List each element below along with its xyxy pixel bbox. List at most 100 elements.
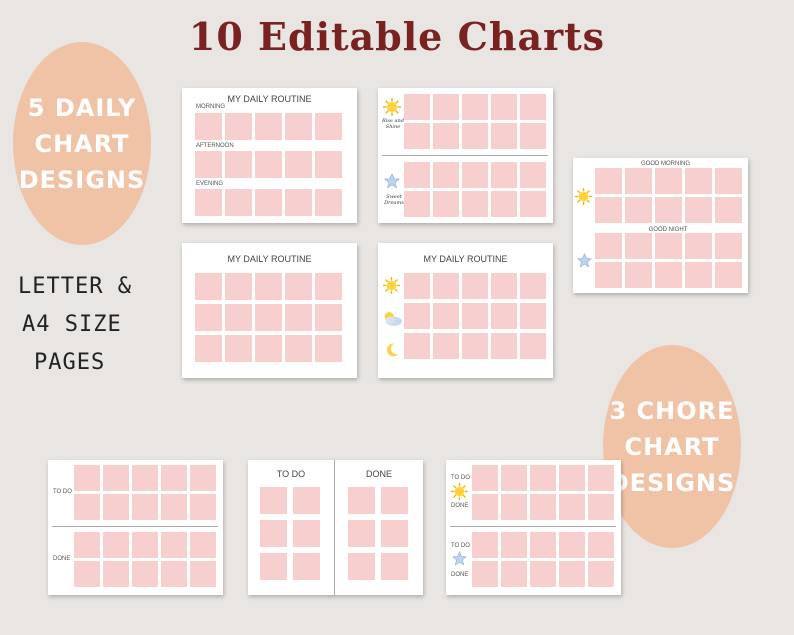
grid-cell (195, 273, 222, 300)
grid-cell (520, 94, 546, 120)
grid-cell (685, 233, 712, 259)
grid-cell (285, 151, 312, 178)
badge-line: 5 DAILY (19, 90, 146, 126)
grid-cell (74, 561, 100, 587)
grid-cell (433, 162, 459, 188)
sun-icon (451, 483, 468, 500)
grid-cell (501, 465, 527, 491)
grid-cell (260, 553, 287, 580)
chart-preview-4: MY DAILY ROUTINE (378, 243, 553, 378)
chart-label: Rise and Shine (382, 118, 404, 130)
grid-cell (190, 494, 216, 520)
grid-cell (195, 113, 222, 140)
grid-cell (520, 333, 546, 359)
grid-cell (625, 197, 652, 223)
grid-cell (103, 561, 129, 587)
badge-line: DESIGNS (19, 162, 146, 198)
row-label: EVENING (196, 181, 223, 187)
divider (450, 526, 616, 527)
grid-cell (655, 168, 682, 194)
grid-cell (530, 494, 556, 520)
grid-cell (433, 94, 459, 120)
grid-cell (491, 94, 517, 120)
grid-cell (225, 151, 252, 178)
chart-title: MY DAILY ROUTINE (378, 254, 553, 264)
grid-cell (74, 494, 100, 520)
grid-cell (491, 333, 517, 359)
grid-cell (491, 303, 517, 329)
grid-cell (655, 197, 682, 223)
grid-cell (462, 273, 488, 299)
grid-cell (315, 335, 342, 362)
grid-cell (685, 168, 712, 194)
grid-cell (595, 262, 622, 288)
grid-cell (74, 532, 100, 558)
grid-cell (161, 494, 187, 520)
grid-cell (132, 465, 158, 491)
badge-line: 3 CHORE (609, 393, 736, 429)
row-label: DONE (53, 556, 70, 562)
row-label: DONE (451, 503, 468, 509)
grid-cell (588, 532, 614, 558)
grid-cell (625, 262, 652, 288)
grid-cell (530, 532, 556, 558)
grid-cell (285, 113, 312, 140)
badge-line: DESIGNS (609, 465, 736, 501)
row-label: AFTERNOON (196, 143, 234, 149)
grid-cell (530, 561, 556, 587)
grid-cell (520, 273, 546, 299)
grid-cell (462, 94, 488, 120)
grid-cell (462, 123, 488, 149)
sun-icon (383, 277, 400, 294)
grid-cell (491, 162, 517, 188)
grid-cell (190, 465, 216, 491)
grid-cell (595, 197, 622, 223)
grid-cell (190, 561, 216, 587)
grid-cell (685, 262, 712, 288)
divider (334, 460, 335, 595)
size-line: LETTER & (18, 268, 132, 306)
chart-title: MY DAILY ROUTINE (182, 254, 357, 264)
grid-cell (559, 561, 585, 587)
grid-cell (255, 335, 282, 362)
grid-cell (225, 304, 252, 331)
sun-icon (575, 188, 592, 205)
grid-cell (293, 553, 320, 580)
grid-cell (260, 487, 287, 514)
chart-preview-1: MY DAILY ROUTINE MORNING AFTERNOON EVENI… (182, 88, 357, 223)
size-line: A4 SIZE (18, 306, 132, 344)
grid-cell (315, 304, 342, 331)
grid-cell (404, 191, 430, 217)
grid-cell (404, 123, 430, 149)
grid-cell (293, 520, 320, 547)
grid-cell (404, 162, 430, 188)
chart-title: MY DAILY ROUTINE (182, 94, 357, 104)
grid-cell (225, 335, 252, 362)
grid-cell (520, 162, 546, 188)
grid-cell (501, 532, 527, 558)
row-label: TO DO (451, 475, 470, 481)
cloud-sun-icon (381, 310, 403, 327)
grid-cell (225, 113, 252, 140)
grid-cell (225, 189, 252, 216)
column-title: DONE (335, 469, 423, 479)
grid-cell (255, 151, 282, 178)
grid-cell (161, 465, 187, 491)
grid-cell (348, 520, 375, 547)
chart-label: Sweet Dreams (382, 194, 406, 206)
grid-cell (433, 303, 459, 329)
grid-cell (433, 123, 459, 149)
grid-cell (132, 494, 158, 520)
grid-cell (161, 532, 187, 558)
grid-cell (285, 304, 312, 331)
grid-cell (715, 262, 742, 288)
column-title: TO DO (248, 469, 334, 479)
grid-cell (404, 273, 430, 299)
grid-cell (315, 113, 342, 140)
chore-preview-3: TO DO DONE TO DO DONE (446, 460, 621, 595)
grid-cell (501, 494, 527, 520)
grid-cell (404, 333, 430, 359)
grid-cell (348, 487, 375, 514)
grid-cell (462, 191, 488, 217)
grid-cell (381, 553, 408, 580)
